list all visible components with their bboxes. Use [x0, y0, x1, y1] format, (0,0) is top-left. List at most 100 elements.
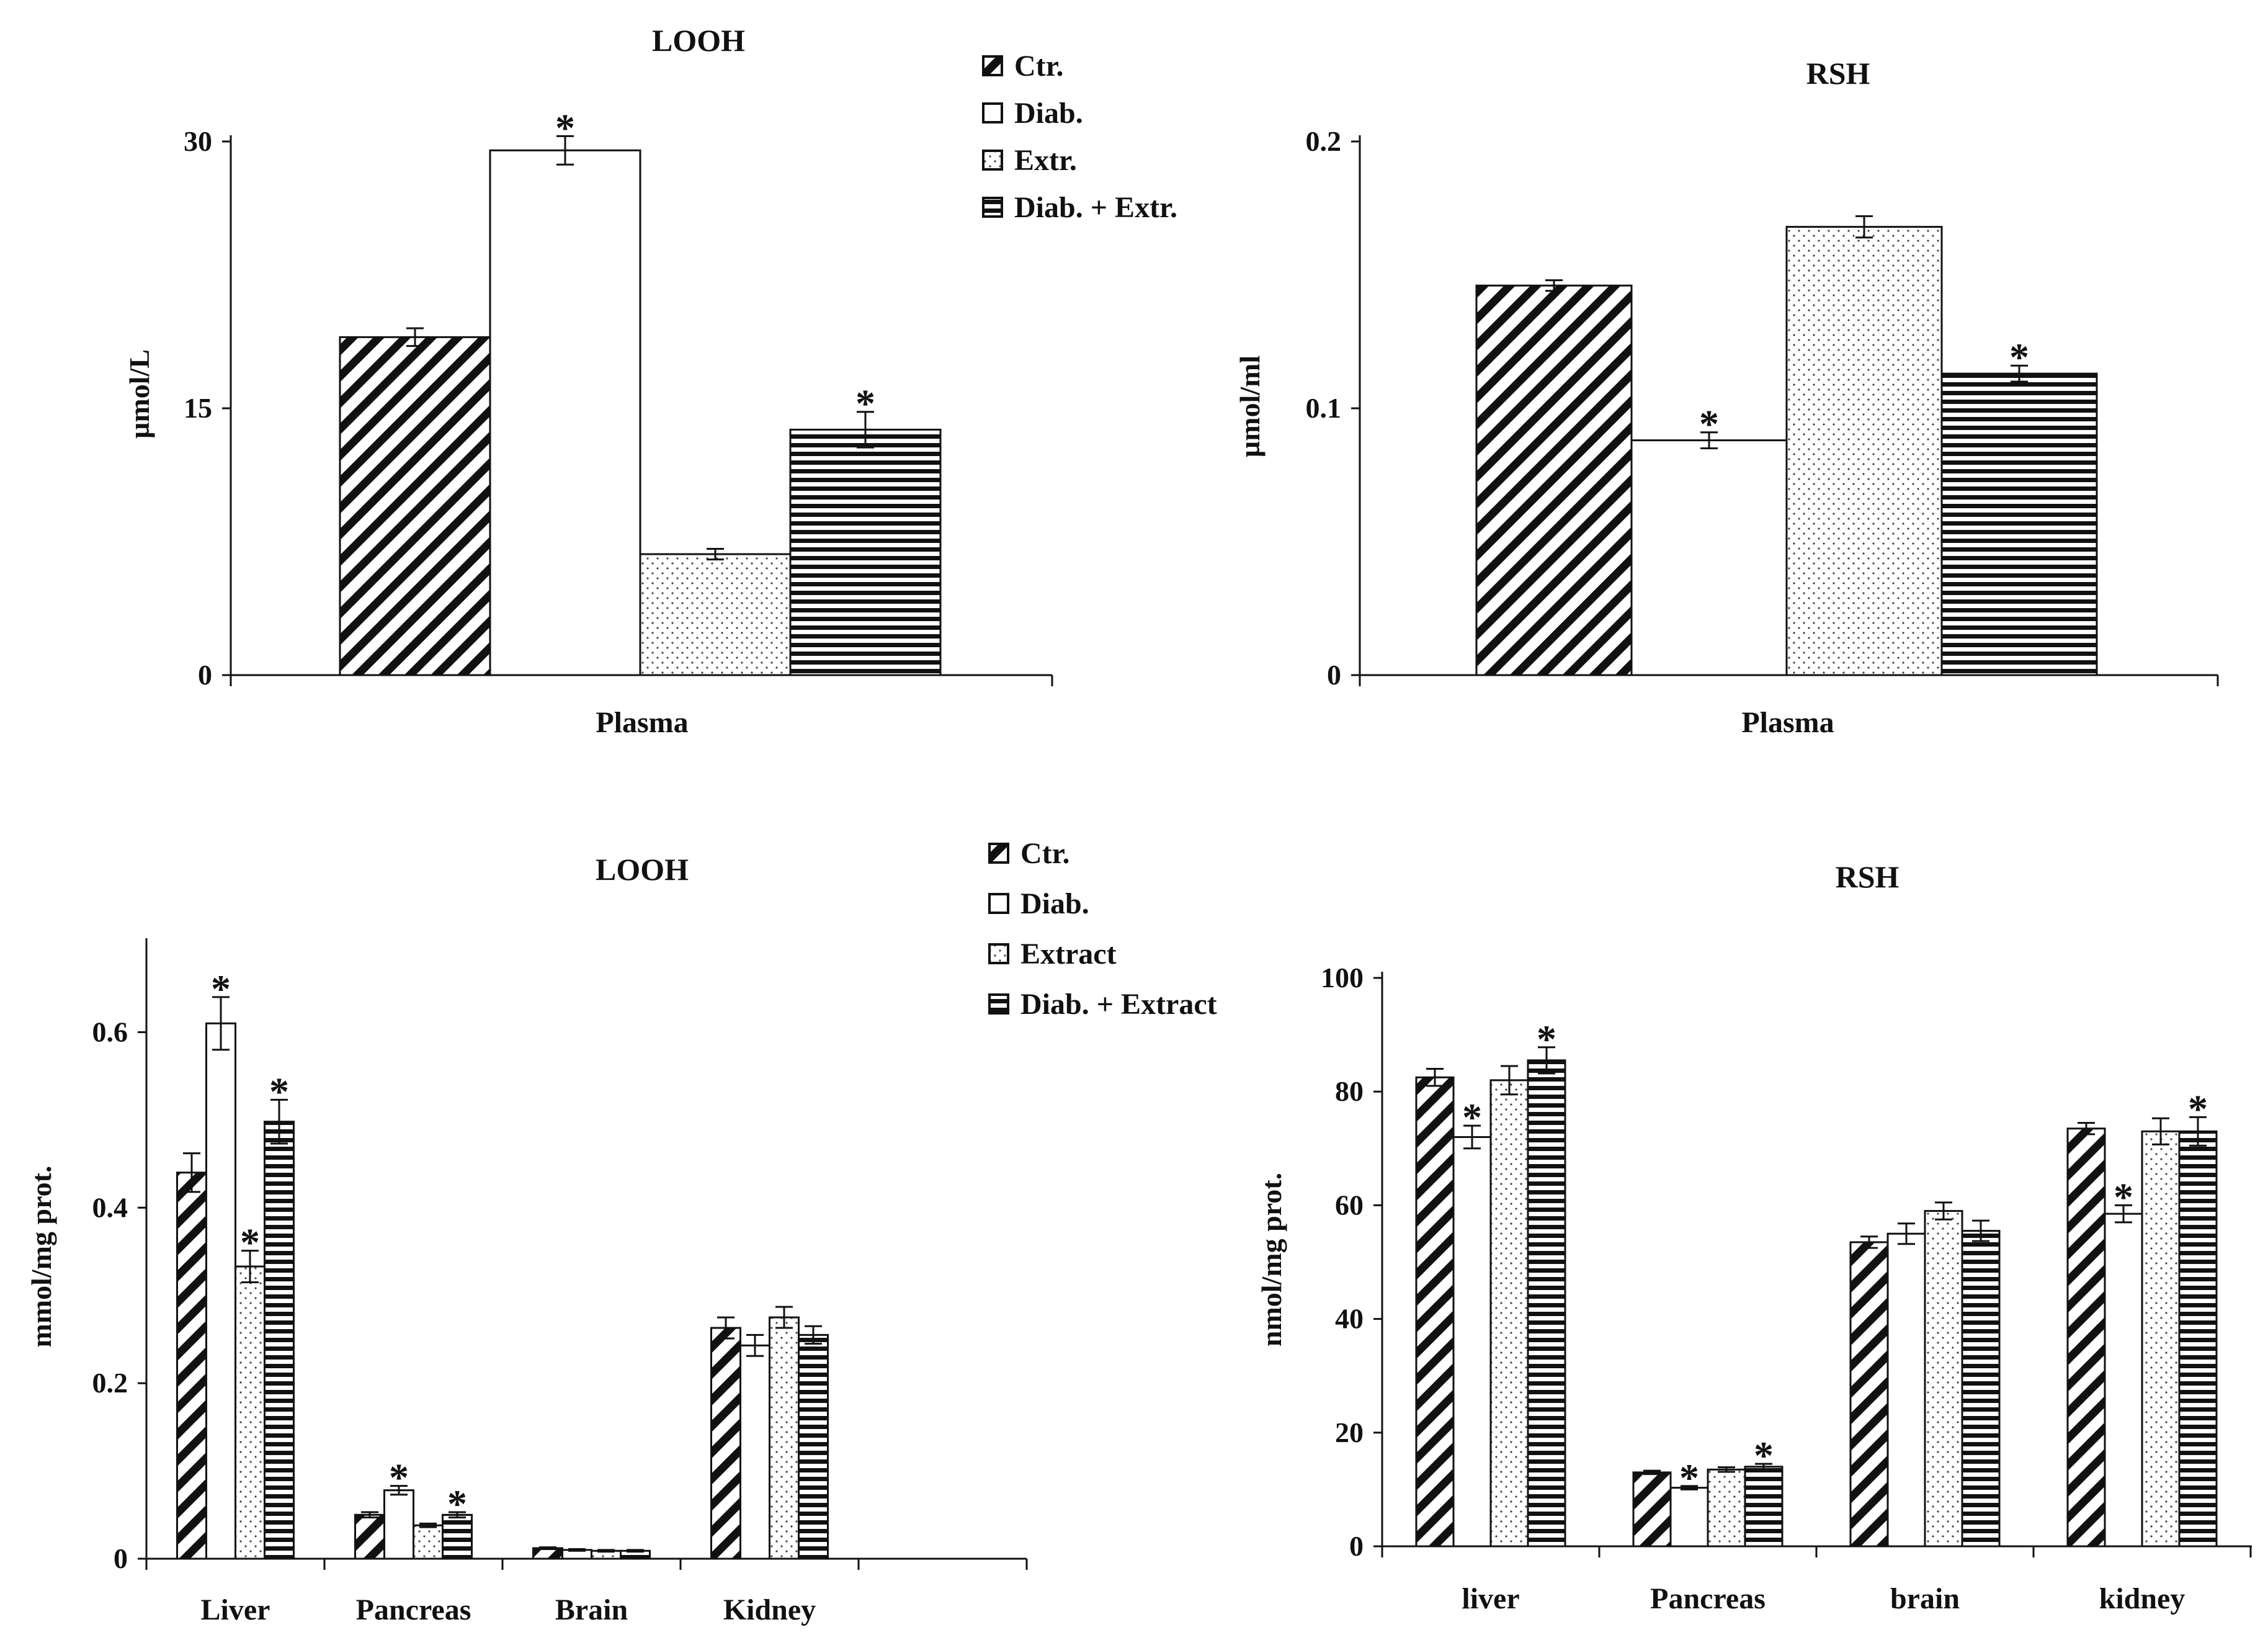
significance-star: * [1699, 402, 1719, 446]
y-tick-label: 0.6 [92, 1016, 128, 1047]
bar [1475, 284, 1633, 676]
bar [2141, 1130, 2181, 1548]
bar [489, 149, 641, 676]
y-tick-label: 0.2 [92, 1367, 128, 1399]
legend-swatch-extr [982, 150, 1003, 171]
y-tick-label: 0 [114, 1543, 128, 1574]
significance-star: * [211, 967, 231, 1011]
bar [769, 1316, 800, 1560]
legend-label: Extract [1020, 938, 1117, 970]
bar [1707, 1468, 1746, 1548]
y-tick-label: 15 [184, 392, 212, 424]
significance-star: * [555, 105, 575, 150]
y-tick-label: 0 [198, 659, 212, 691]
bar [1744, 1466, 1784, 1548]
bar [354, 1513, 385, 1560]
legend-label: Diab. + Extract [1020, 988, 1217, 1021]
bar [442, 1513, 473, 1560]
bar [1886, 1232, 1926, 1548]
legend-swatch-extract [988, 943, 1009, 964]
bar [798, 1333, 829, 1560]
bar [2066, 1127, 2106, 1548]
bar [1849, 1241, 1889, 1548]
chart-title: LOOH [596, 852, 689, 887]
y-tick-label: 40 [1335, 1303, 1364, 1335]
significance-star: * [389, 1456, 409, 1500]
legend-swatch-ctr [982, 55, 1003, 76]
bar [1924, 1210, 1963, 1548]
y-tick-label: 30 [184, 125, 212, 157]
x-category-label: kidney [2099, 1582, 2185, 1615]
legend-swatch-diab [988, 893, 1009, 914]
chart-rsh-plasma: RSH µmol/ml Plasma 0 0.1 0.2 * * [1234, 56, 2219, 739]
bar [176, 1172, 207, 1560]
y-tick-label: 0.2 [1306, 125, 1342, 157]
y-axis-label: µmol/ml [1234, 356, 1266, 457]
bar [1415, 1076, 1455, 1548]
y-axis-label: µmol/L [123, 349, 155, 439]
legend-swatch-diab-extract [988, 993, 1009, 1015]
y-tick-label: 0.1 [1306, 392, 1342, 424]
bar [264, 1121, 295, 1560]
x-category-label: Pancreas [356, 1593, 471, 1626]
legend-label: Diab. [1020, 887, 1089, 920]
x-category-label: Plasma [1741, 706, 1834, 739]
significance-star: * [1462, 1095, 1482, 1139]
bar [1785, 226, 1943, 676]
significance-star: * [1537, 1017, 1556, 1061]
x-category-label: Pancreas [1650, 1582, 1766, 1615]
significance-star: * [2009, 335, 2029, 379]
significance-star: * [2188, 1087, 2208, 1131]
bar [205, 1022, 236, 1560]
y-tick-label: 60 [1335, 1189, 1364, 1221]
significance-star: * [269, 1069, 289, 1113]
bar [234, 1265, 266, 1560]
bar [710, 1327, 741, 1560]
bar [1527, 1059, 1566, 1548]
x-category-label: brain [1890, 1582, 1960, 1615]
bar [789, 428, 942, 676]
bar [739, 1344, 770, 1560]
y-tick-label: 100 [1321, 962, 1364, 993]
bar [339, 336, 491, 676]
bar [1632, 1471, 1672, 1548]
significance-star: * [447, 1482, 467, 1526]
significance-star: * [240, 1221, 260, 1265]
legend-label: Ctr. [1014, 50, 1064, 83]
y-tick-label: 0 [1327, 659, 1341, 691]
y-axis-label: mmol/mg prot. [25, 1165, 57, 1347]
bar [383, 1489, 414, 1560]
significance-star: * [1679, 1456, 1699, 1500]
bar [1452, 1136, 1492, 1548]
chart-looh-plasma: LOOH µmol/L Plasma 0 15 30 * * [123, 23, 1053, 739]
chart-rsh-tissues: RSH nmol/mg prot. 0 20 40 60 80 100 liver Panc… [1256, 859, 2252, 1615]
x-category-label: Kidney [723, 1593, 816, 1626]
legend-top: Ctr. Diab. Extr. Diab. + Extr. [982, 50, 1177, 224]
y-tick-label: 0 [1349, 1530, 1364, 1562]
legend-label: Diab. [1014, 97, 1083, 130]
bar [413, 1524, 444, 1560]
significance-star: * [2114, 1175, 2133, 1219]
legend-label: Extr. [1014, 144, 1077, 177]
bar [2104, 1212, 2143, 1548]
bar [2178, 1130, 2218, 1548]
chart-title: RSH [1836, 859, 1900, 894]
y-tick-label: 80 [1335, 1075, 1364, 1107]
legend-swatch-diab [982, 102, 1003, 123]
y-tick-label: 0.4 [92, 1191, 128, 1223]
x-category-label: Liver [201, 1593, 270, 1626]
legend-swatch-diab-extr [982, 197, 1003, 218]
x-category-label: Plasma [596, 706, 688, 739]
chart-title: RSH [1806, 56, 1870, 91]
chart-looh-tissues: LOOH mmol/mg prot. 0 0.2 0.4 0.6 Liver Pancr… [25, 852, 1028, 1626]
significance-star: * [855, 382, 875, 426]
x-category-label: Brain [555, 1593, 628, 1626]
legend-label: Ctr. [1020, 837, 1070, 870]
legend-label: Diab. + Extr. [1014, 191, 1177, 224]
chart-title: LOOH [652, 23, 745, 58]
legend-swatch-ctr [988, 843, 1009, 864]
y-tick-label: 20 [1335, 1417, 1364, 1448]
bar [1630, 439, 1788, 676]
bar [639, 553, 792, 676]
